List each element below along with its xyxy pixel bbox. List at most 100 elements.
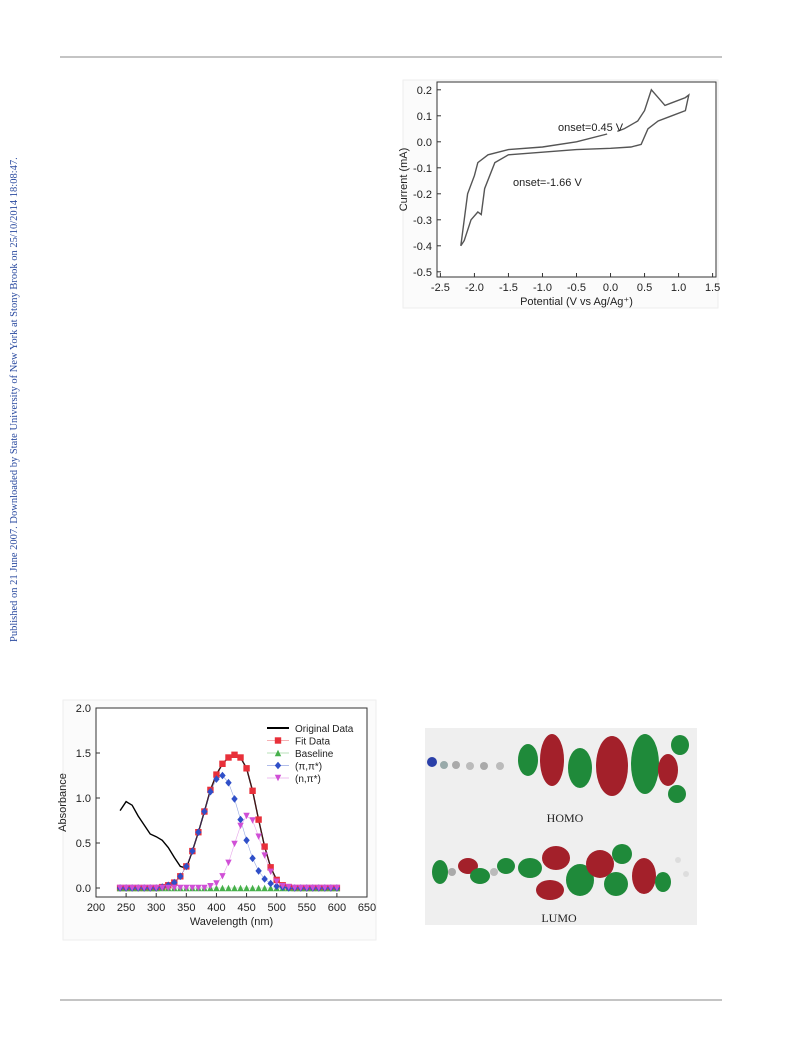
- data-point: [249, 854, 256, 863]
- lumo-orbital: [432, 844, 689, 900]
- y-tick-label: -0.3: [413, 215, 432, 227]
- x-tick-label: 250: [117, 902, 135, 914]
- x-tick-label: -1.0: [533, 282, 552, 294]
- data-point: [261, 875, 268, 883]
- y-tick-label: 0.1: [417, 111, 432, 123]
- orbital-picture: HOMO LUMO: [425, 728, 697, 925]
- x-tick-label: 1.0: [671, 282, 686, 294]
- data-point: [267, 884, 274, 892]
- data-point: [219, 873, 226, 880]
- data-point: [243, 812, 250, 820]
- x-tick-label: 550: [298, 902, 316, 914]
- legend-label: (n,π*): [295, 774, 321, 785]
- data-point: [207, 787, 214, 796]
- data-point: [297, 884, 304, 892]
- data-point: [140, 884, 148, 892]
- y-tick-label: 2.0: [76, 703, 91, 715]
- homo-label: HOMO: [547, 811, 584, 825]
- y-tick-label: -0.5: [413, 267, 432, 279]
- data-point: [201, 807, 208, 816]
- data-point: [231, 884, 238, 892]
- x-tick-label: 350: [177, 902, 195, 914]
- x-tick-label: 450: [237, 902, 255, 914]
- data-point: [237, 754, 244, 761]
- data-point: [213, 884, 220, 892]
- data-point: [171, 884, 178, 892]
- data-point: [255, 816, 262, 823]
- data-point: [213, 771, 220, 778]
- series-line: [460, 88, 690, 247]
- data-point: [195, 884, 202, 892]
- data-point: [315, 884, 323, 892]
- data-point: [279, 883, 286, 890]
- legend-label: (π,π*): [295, 762, 322, 773]
- data-point: [116, 884, 124, 892]
- x-tick-label: -2.0: [465, 282, 484, 294]
- x-tick-label: 500: [267, 902, 285, 914]
- data-point: [134, 884, 142, 892]
- x-tick-label: 0.5: [637, 282, 652, 294]
- x-tick-label: 0.0: [603, 282, 618, 294]
- y-tick-label: 0.0: [76, 883, 91, 895]
- data-point: [261, 843, 268, 850]
- data-point: [333, 884, 341, 892]
- data-point: [183, 884, 190, 892]
- data-point: [207, 883, 214, 890]
- data-point: [249, 817, 256, 824]
- data-point: [231, 751, 238, 758]
- data-point: [249, 787, 256, 794]
- data-point: [243, 765, 250, 772]
- lumo-label: LUMO: [541, 911, 577, 925]
- data-point: [159, 884, 166, 892]
- y-tick-label: 0.2: [417, 85, 432, 97]
- annotation: onset=-1.66 V: [513, 177, 582, 189]
- y-tick-label: 1.5: [76, 748, 91, 760]
- download-note: Published on 21 June 2007. Downloaded by…: [9, 157, 20, 642]
- plot-frame: [436, 81, 717, 278]
- x-axis-label: Potential (V vs Ag/Ag⁺): [520, 296, 633, 308]
- homo-orbital: [427, 734, 689, 803]
- data-point: [213, 775, 220, 783]
- y-axis-label: Current (mA): [398, 148, 410, 212]
- y-tick-label: -0.2: [413, 189, 432, 201]
- data-point: [243, 884, 250, 892]
- legend-label: Fit Data: [295, 737, 330, 748]
- legend-marker: [274, 737, 282, 744]
- y-tick-label: -0.4: [413, 241, 432, 253]
- data-point: [201, 884, 208, 892]
- data-point: [122, 884, 130, 892]
- legend-marker: [274, 761, 282, 770]
- data-point: [183, 862, 190, 871]
- data-point: [128, 884, 136, 892]
- x-tick-label: -2.5: [431, 282, 450, 294]
- data-point: [225, 859, 232, 866]
- y-tick-label: -0.1: [413, 163, 432, 175]
- data-point: [219, 760, 226, 767]
- data-point: [255, 867, 262, 875]
- data-point: [285, 883, 292, 891]
- x-axis-label: Wavelength (nm): [190, 916, 273, 928]
- data-point: [327, 884, 335, 892]
- data-point: [237, 884, 244, 892]
- legend-marker: [274, 774, 282, 782]
- data-point: [189, 884, 196, 892]
- data-point: [165, 884, 172, 892]
- y-tick-label: 1.0: [76, 793, 91, 805]
- x-tick-label: 1.5: [705, 282, 720, 294]
- data-point: [153, 884, 160, 892]
- annotation: onset=0.45 V: [558, 122, 624, 134]
- data-point: [213, 880, 220, 887]
- y-tick-label: 0.5: [76, 838, 91, 850]
- data-point: [147, 884, 154, 892]
- x-tick-label: 300: [147, 902, 165, 914]
- data-point: [249, 884, 256, 892]
- data-point: [273, 878, 280, 885]
- data-point: [225, 884, 232, 892]
- y-tick-label: 0.0: [417, 137, 432, 149]
- data-point: [177, 872, 184, 881]
- data-point: [321, 884, 329, 892]
- data-point: [219, 884, 226, 892]
- data-point: [273, 882, 280, 890]
